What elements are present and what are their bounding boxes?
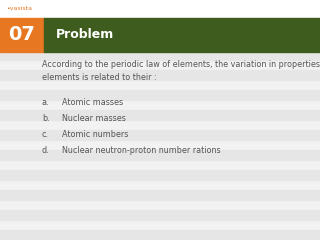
Text: •vasista: •vasista [6,6,32,12]
Bar [0,150,320,160]
Bar [0,0,320,18]
Bar [0,10,320,20]
Bar [0,50,320,60]
Bar [0,190,320,200]
Text: elements is related to their :: elements is related to their : [42,73,156,82]
Text: According to the periodic law of elements, the variation in properties of: According to the periodic law of element… [42,60,320,69]
Bar [0,130,320,140]
Text: b.: b. [42,114,50,123]
Text: d.: d. [42,146,50,155]
Bar [0,30,320,40]
Bar [0,170,320,180]
Text: a.: a. [42,98,50,107]
Text: c.: c. [42,130,49,139]
Text: Atomic numbers: Atomic numbers [62,130,128,139]
Bar [0,110,320,120]
Bar [44,18,320,52]
Bar [0,210,320,220]
Bar [0,90,320,100]
Text: 07: 07 [9,25,36,44]
Bar [0,18,44,52]
Text: Atomic masses: Atomic masses [62,98,123,107]
Text: Nuclear neutron-proton number rations: Nuclear neutron-proton number rations [62,146,220,155]
Bar [0,70,320,80]
Text: Nuclear masses: Nuclear masses [62,114,126,123]
Bar [0,230,320,240]
Text: Problem: Problem [56,29,114,42]
